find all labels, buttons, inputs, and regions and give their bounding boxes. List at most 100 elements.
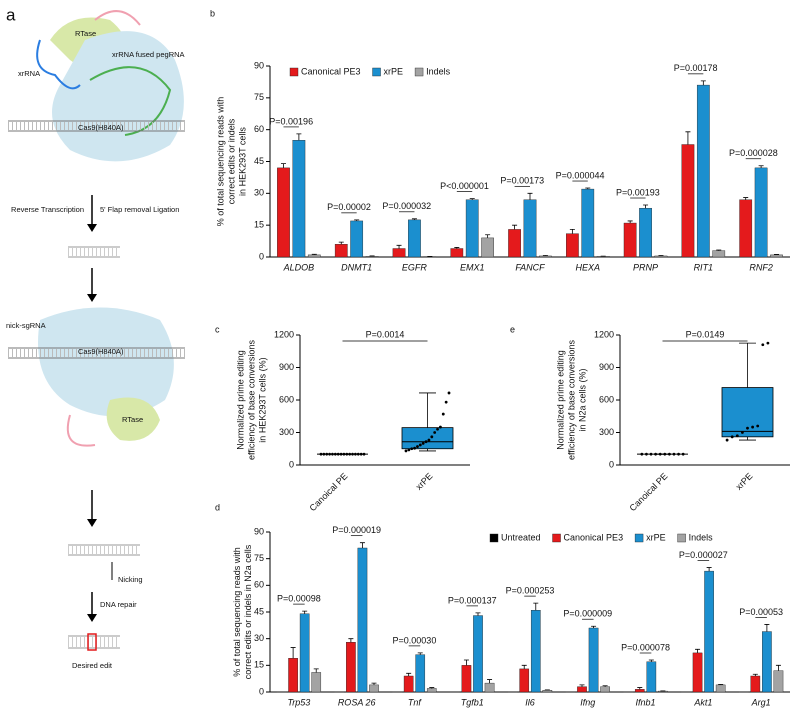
data-point [331,452,334,456]
error-bar [296,133,302,141]
bar [770,254,783,258]
error-bar [743,197,749,200]
bar [369,684,379,693]
p-value: P=0.00098 [277,593,321,603]
p-value: P=0.0014 [366,329,405,339]
legend-swatch [552,533,561,543]
bar [654,255,668,258]
dna-nicked [68,544,140,556]
bar [465,199,479,258]
bar [311,672,322,693]
data-point [356,452,360,456]
data-point [319,452,323,456]
data-point [751,425,754,429]
data-point [325,452,329,456]
label: Cas9(H840A) [78,347,124,356]
y-tick-label: 90 [254,526,264,536]
error-bar [429,687,435,689]
label: 5' Flap removal Ligation [100,205,179,214]
p-value: P=0.00193 [616,187,660,197]
error-bar [643,204,649,209]
y-axis-label: correct edits or indels in N2a cells [243,544,253,679]
x-tick-label: FANCF [515,262,545,272]
data-point [725,438,729,442]
label: nick-sgRNA [6,321,46,330]
bar [334,244,348,258]
error-bar [475,612,481,616]
bar [566,233,579,258]
error-bar [591,625,597,628]
legend-label: xrPE [646,532,666,542]
error-bar [521,664,527,669]
y-axis-label: efficiency of base conversions [246,340,256,460]
error-bar [685,131,691,145]
bar [712,250,726,258]
y-tick-label: 1200 [594,329,614,339]
y-axis-label: Normalized prime editing [235,350,245,450]
error-bar [311,253,317,255]
error-bar [637,687,643,690]
bar [704,570,714,693]
y-tick-label: 15 [254,660,264,670]
bar [739,199,753,258]
data-point [681,452,685,456]
data-point [436,427,439,431]
x-tick-label: ROSA 26 [338,697,376,707]
rtase-shape [106,397,160,441]
bar [639,207,652,258]
p-value: P=0.000009 [563,609,612,619]
x-tick-label: Tgfb1 [461,697,484,707]
y-tick-label: 1200 [274,329,294,339]
p-value: P=0.000032 [382,201,431,211]
bar [277,167,290,258]
data-point [430,435,434,439]
data-point [433,431,437,434]
x-tick-label: RNF2 [749,262,773,272]
data-point [654,452,658,456]
cas9-shape [38,307,174,417]
y-axis-label: % of total sequencing reads with [232,547,242,677]
error-bar [512,224,518,230]
x-tick-label: Canoical PE [627,471,669,513]
data-point [444,400,448,404]
legend-swatch [414,67,424,77]
data-point [351,452,354,456]
y-axis-label: in HEK293T cells (%) [257,357,267,442]
y-tick-label: 75 [254,553,264,563]
bar [577,686,587,693]
bar [346,642,356,693]
data-point [362,452,366,456]
data-point [663,452,667,456]
x-tick-label: Canoical PE [307,471,349,513]
error-bar [527,192,533,200]
bar [481,237,494,258]
data-point [410,447,414,451]
p-value: P=0.000253 [506,585,555,595]
panel-letter: e [510,324,515,334]
p-value: P=0.000027 [679,550,728,560]
data-point [413,446,416,450]
y-axis-label: correct edits or indels [226,118,236,204]
data-point [645,452,648,456]
error-bar [359,542,365,548]
error-bar [706,567,712,572]
error-bar [700,80,706,86]
x-tick-label: Arg1 [751,697,771,707]
error-bar [406,672,412,676]
data-point [658,452,662,456]
panel-letter: c [215,324,220,334]
data-point [441,412,445,416]
data-point [766,341,770,345]
data-point [333,452,337,456]
p-value: P=0.00030 [393,635,437,645]
label: xrRNA fused pegRNA [112,50,185,59]
legend-swatch [289,67,299,77]
y-tick-label: 600 [279,394,294,404]
bar [530,610,541,693]
x-tick-label: Trp53 [287,697,310,707]
data-point [735,434,739,438]
dna-intermediate [68,246,120,258]
y-axis-label: % of total sequencing reads with [215,97,225,227]
bar [623,222,637,258]
data-point [761,343,765,347]
